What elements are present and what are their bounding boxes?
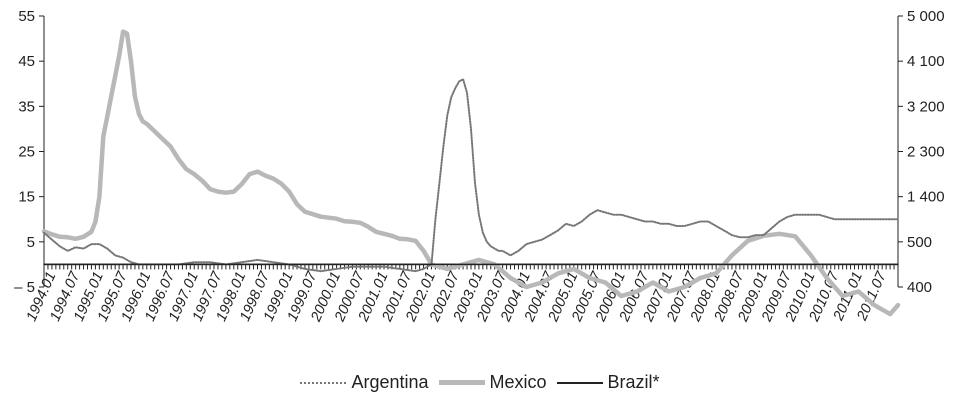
series-layer	[41, 29, 901, 317]
left-tick-label: 25	[18, 144, 35, 161]
left-axis: 55 45 35 25 15 5 – 5	[14, 8, 45, 296]
argentina-swatch	[300, 381, 347, 384]
left-tick-label: 35	[18, 98, 35, 115]
left-tick-label: – 5	[14, 279, 35, 296]
x-axis: 1994.011994.071995.011995.071996.011996.…	[24, 263, 899, 325]
legend-label-mexico: Mexico	[489, 372, 547, 392]
right-tick-label: 1 400	[907, 189, 945, 206]
chart: 55 45 35 25 15 5 – 5 5 000 4 100 3 200 2 300 1 400…	[14, 8, 945, 325]
legend-item-brazil: Brazil*	[556, 372, 660, 393]
right-axis: 5 000 4 100 3 200 2 300 1 400 500 400	[897, 8, 945, 296]
left-tick-label: 5	[27, 234, 35, 251]
legend-label-argentina: Argentina	[351, 372, 429, 392]
left-tick-label: 55	[18, 8, 35, 25]
right-tick-label: 400	[907, 279, 932, 296]
legend-item-argentina: Argentina	[300, 372, 429, 393]
legend: Argentina Mexico Brazil*	[0, 372, 960, 393]
right-tick-label: 500	[907, 234, 932, 251]
legend-item-mexico: Mexico	[438, 372, 547, 393]
right-tick-label: 5 000	[907, 8, 945, 25]
mexico-swatch	[438, 380, 485, 385]
left-tick-label: 15	[18, 189, 35, 206]
left-tick-label: 45	[18, 53, 35, 70]
brazil-swatch	[556, 381, 603, 384]
series-line-argentina	[43, 78, 899, 273]
legend-label-brazil: Brazil*	[607, 372, 660, 392]
right-tick-label: 2 300	[907, 144, 945, 161]
right-tick-label: 3 200	[907, 98, 945, 115]
right-tick-label: 4 100	[907, 53, 945, 70]
series-line-mexico	[41, 29, 901, 317]
